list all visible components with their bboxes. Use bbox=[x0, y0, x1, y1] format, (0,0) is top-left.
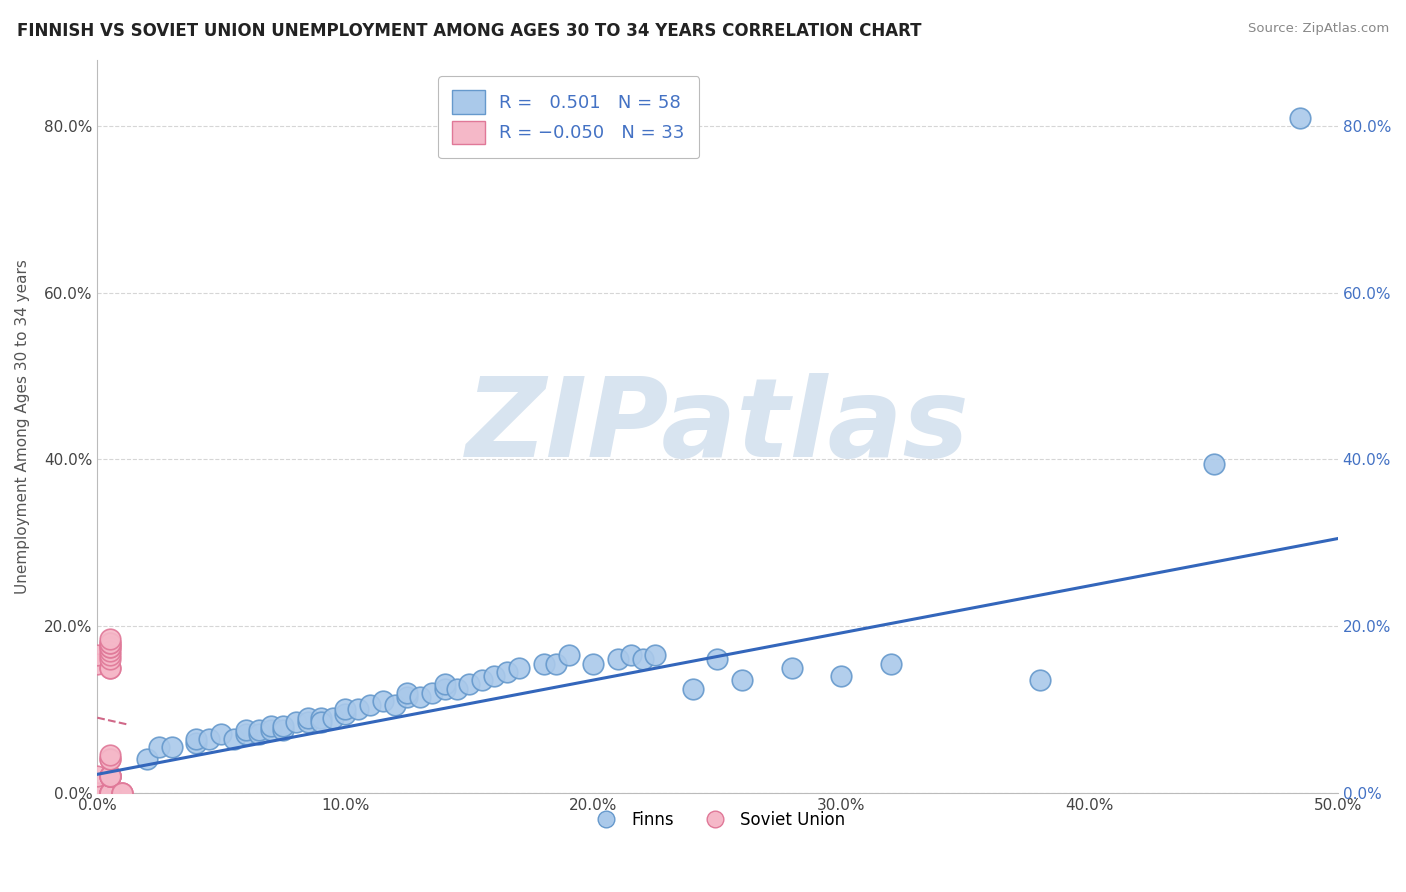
Point bbox=[284, 714, 307, 729]
Point bbox=[98, 636, 121, 650]
Point bbox=[98, 786, 121, 800]
Point bbox=[409, 690, 432, 704]
Point bbox=[359, 698, 381, 713]
Text: ZIPatlas: ZIPatlas bbox=[465, 373, 969, 480]
Point bbox=[98, 786, 121, 800]
Point bbox=[607, 652, 630, 666]
Point bbox=[98, 786, 121, 800]
Point bbox=[446, 681, 468, 696]
Point bbox=[148, 739, 170, 754]
Point bbox=[86, 786, 108, 800]
Point bbox=[1029, 673, 1052, 688]
Y-axis label: Unemployment Among Ages 30 to 34 years: Unemployment Among Ages 30 to 34 years bbox=[15, 259, 30, 593]
Point bbox=[830, 669, 852, 683]
Point bbox=[198, 731, 221, 746]
Point bbox=[98, 786, 121, 800]
Point bbox=[458, 677, 481, 691]
Point bbox=[396, 690, 419, 704]
Point bbox=[433, 677, 456, 691]
Point bbox=[706, 652, 728, 666]
Text: FINNISH VS SOVIET UNION UNEMPLOYMENT AMONG AGES 30 TO 34 YEARS CORRELATION CHART: FINNISH VS SOVIET UNION UNEMPLOYMENT AMO… bbox=[17, 22, 921, 40]
Point bbox=[209, 727, 232, 741]
Point bbox=[297, 714, 319, 729]
Point bbox=[86, 648, 108, 663]
Point bbox=[880, 657, 903, 671]
Point bbox=[98, 748, 121, 763]
Point bbox=[508, 661, 530, 675]
Point bbox=[396, 686, 419, 700]
Point bbox=[384, 698, 406, 713]
Point bbox=[98, 640, 121, 654]
Point bbox=[160, 739, 183, 754]
Point bbox=[98, 786, 121, 800]
Point bbox=[420, 686, 443, 700]
Point bbox=[731, 673, 754, 688]
Point bbox=[546, 657, 568, 671]
Point bbox=[371, 694, 394, 708]
Point bbox=[98, 661, 121, 675]
Point bbox=[471, 673, 494, 688]
Point bbox=[111, 786, 134, 800]
Point bbox=[582, 657, 605, 671]
Point bbox=[98, 769, 121, 783]
Point bbox=[309, 711, 332, 725]
Point bbox=[682, 681, 704, 696]
Point bbox=[98, 636, 121, 650]
Point bbox=[433, 681, 456, 696]
Point bbox=[98, 644, 121, 658]
Point bbox=[186, 731, 208, 746]
Point bbox=[98, 786, 121, 800]
Point bbox=[98, 769, 121, 783]
Point bbox=[98, 632, 121, 646]
Point bbox=[98, 786, 121, 800]
Point bbox=[247, 727, 270, 741]
Point bbox=[309, 714, 332, 729]
Point bbox=[98, 652, 121, 666]
Point bbox=[86, 786, 108, 800]
Point bbox=[335, 702, 357, 716]
Point bbox=[98, 752, 121, 766]
Text: Source: ZipAtlas.com: Source: ZipAtlas.com bbox=[1249, 22, 1389, 36]
Point bbox=[557, 648, 579, 663]
Point bbox=[533, 657, 555, 671]
Point bbox=[235, 727, 257, 741]
Point bbox=[98, 661, 121, 675]
Point bbox=[235, 723, 257, 738]
Point bbox=[1202, 457, 1225, 471]
Point bbox=[631, 652, 654, 666]
Point bbox=[98, 648, 121, 663]
Point bbox=[98, 769, 121, 783]
Point bbox=[271, 719, 294, 733]
Point bbox=[260, 723, 283, 738]
Point bbox=[111, 786, 134, 800]
Legend: Finns, Soviet Union: Finns, Soviet Union bbox=[582, 805, 852, 836]
Point bbox=[98, 769, 121, 783]
Point bbox=[620, 648, 643, 663]
Point bbox=[644, 648, 666, 663]
Point bbox=[335, 706, 357, 721]
Point bbox=[1289, 111, 1312, 125]
Point bbox=[222, 731, 245, 746]
Point bbox=[86, 657, 108, 671]
Point bbox=[322, 711, 344, 725]
Point bbox=[247, 723, 270, 738]
Point bbox=[98, 640, 121, 654]
Point bbox=[135, 752, 157, 766]
Point bbox=[86, 769, 108, 783]
Point bbox=[98, 769, 121, 783]
Point bbox=[98, 752, 121, 766]
Point bbox=[111, 786, 134, 800]
Point bbox=[780, 661, 803, 675]
Point bbox=[186, 736, 208, 750]
Point bbox=[297, 711, 319, 725]
Point bbox=[495, 665, 517, 679]
Point bbox=[260, 719, 283, 733]
Point bbox=[346, 702, 368, 716]
Point bbox=[98, 769, 121, 783]
Point bbox=[271, 723, 294, 738]
Point bbox=[482, 669, 505, 683]
